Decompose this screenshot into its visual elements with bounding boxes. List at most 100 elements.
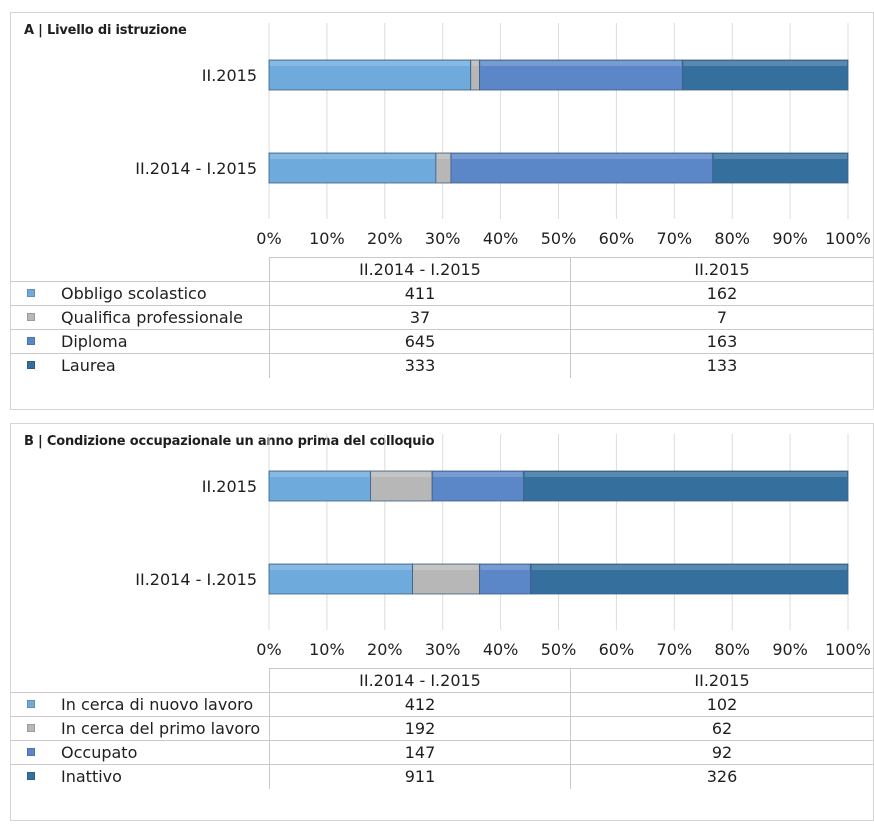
x-tick-label: 80% [714,640,750,659]
row-label: Inattivo [61,767,122,786]
bar-highlight [524,472,847,477]
bar-segment [450,152,714,184]
x-tick-label: 10% [309,229,345,248]
x-tick-label: 70% [657,229,693,248]
bar-highlight [270,154,435,159]
x-tick-label: 60% [599,640,635,659]
column-header: II.2015 [570,257,873,281]
category-label: II.2014 - I.2015 [135,570,257,589]
category-label: II.2015 [202,477,257,496]
bar-chart-a: 0% 10% 20% 30% 40% 50% 60% 70% 80% 90% 100% II.2015… [135,23,871,248]
bar-highlight [270,472,370,477]
category-label: II.2015 [202,66,257,85]
row-label: In cerca di nuovo lavoro [61,695,254,714]
table-cell: 92 [570,741,873,765]
column-header: II.2014 - I.2015 [269,257,570,281]
table-cell: 411 [269,282,570,306]
x-tick-label: 90% [772,640,808,659]
bar-segment [479,59,683,91]
legend-swatch [27,289,35,297]
table-cell: 911 [269,765,570,789]
bar-highlight [683,61,847,66]
row-label: In cerca del primo lavoro [61,719,261,738]
table-header-row: II.2014 - I.2015 II.2015 [11,257,873,281]
chart-panel-b: B | Condizione occupazionale un anno pri… [10,423,874,821]
bar-highlight [480,61,682,66]
x-tick-label: 0% [256,640,281,659]
table-cell: 7 [570,306,873,330]
bar-highlight [371,472,432,477]
bar-segment [681,59,849,91]
legend-swatch [27,748,35,756]
table-cell: 333 [269,354,570,378]
bar-segment [530,563,849,595]
table-row: Obbligo scolastico 411 162 [11,281,873,306]
x-tick-label: 30% [425,229,461,248]
table-row: Diploma 645 163 [11,329,873,354]
legend-swatch [27,700,35,708]
table-row: Qualifica professionale 37 7 [11,305,873,330]
column-header: II.2014 - I.2015 [269,668,570,692]
table-row: In cerca di nuovo lavoro 412 102 [11,692,873,717]
legend-swatch [27,772,35,780]
bar-highlight [451,154,712,159]
category-label: II.2014 - I.2015 [135,159,257,178]
table-row: Occupato 147 92 [11,740,873,765]
row-label: Obbligo scolastico [61,284,207,303]
x-tick-label: 40% [483,640,519,659]
table-cell: 162 [570,282,873,306]
bar-highlight [713,154,847,159]
bar-highlight [480,565,530,570]
bar-highlight [531,565,847,570]
bar-highlight [270,565,412,570]
table-cell: 37 [269,306,570,330]
x-tick-label: 60% [599,229,635,248]
x-tick-label: 30% [425,640,461,659]
bar-highlight [413,565,479,570]
table-cell: 133 [570,354,873,378]
row-label: Laurea [61,356,116,375]
bar-segment [268,59,472,91]
table-cell: 326 [570,765,873,789]
chart-title: B | Condizione occupazionale un anno pri… [24,434,435,449]
legend-swatch [27,361,35,369]
x-tick-label: 100% [825,640,871,659]
chart-panel-a: A | Livello di istruzione 0% 10% 20% 30% 40%… [10,12,874,410]
table-cell: 412 [269,693,570,717]
row-label: Occupato [61,743,138,762]
table-header-row: II.2014 - I.2015 II.2015 [11,668,873,692]
row-label: Diploma [61,332,128,351]
bar-segment [370,470,433,502]
table-cell: 62 [570,717,873,741]
bar-highlight [270,61,470,66]
bar-segment [523,470,849,502]
row-label: Qualifica professionale [61,308,243,327]
x-tick-label: 50% [541,229,577,248]
bar-segment [268,152,437,184]
column-header: II.2015 [570,668,873,692]
table-row: In cerca del primo lavoro 192 62 [11,716,873,741]
bar-chart-b: 0% 10% 20% 30% 40% 50% 60% 70% 80% 90% 100% II.2015… [135,434,871,659]
x-tick-label: 70% [657,640,693,659]
table-cell: 102 [570,693,873,717]
bar-segment [412,563,480,595]
bar-highlight [433,472,523,477]
x-tick-label: 50% [541,640,577,659]
x-tick-label: 20% [367,229,403,248]
x-tick-label: 40% [483,229,519,248]
table-cell: 147 [269,741,570,765]
x-tick-label: 100% [825,229,871,248]
table-row: Inattivo 911 326 [11,764,873,789]
legend-swatch [27,313,35,321]
bar-segment [712,152,849,184]
chart-title: A | Livello di istruzione [24,23,187,38]
table-cell: 645 [269,330,570,354]
legend-swatch [27,724,35,732]
bar-highlight [436,154,450,159]
x-tick-label: 0% [256,229,281,248]
x-tick-label: 90% [772,229,808,248]
table-row: Laurea 333 133 [11,353,873,378]
bar-highlight [471,61,479,66]
x-tick-label: 80% [714,229,750,248]
bar-segment [431,470,525,502]
